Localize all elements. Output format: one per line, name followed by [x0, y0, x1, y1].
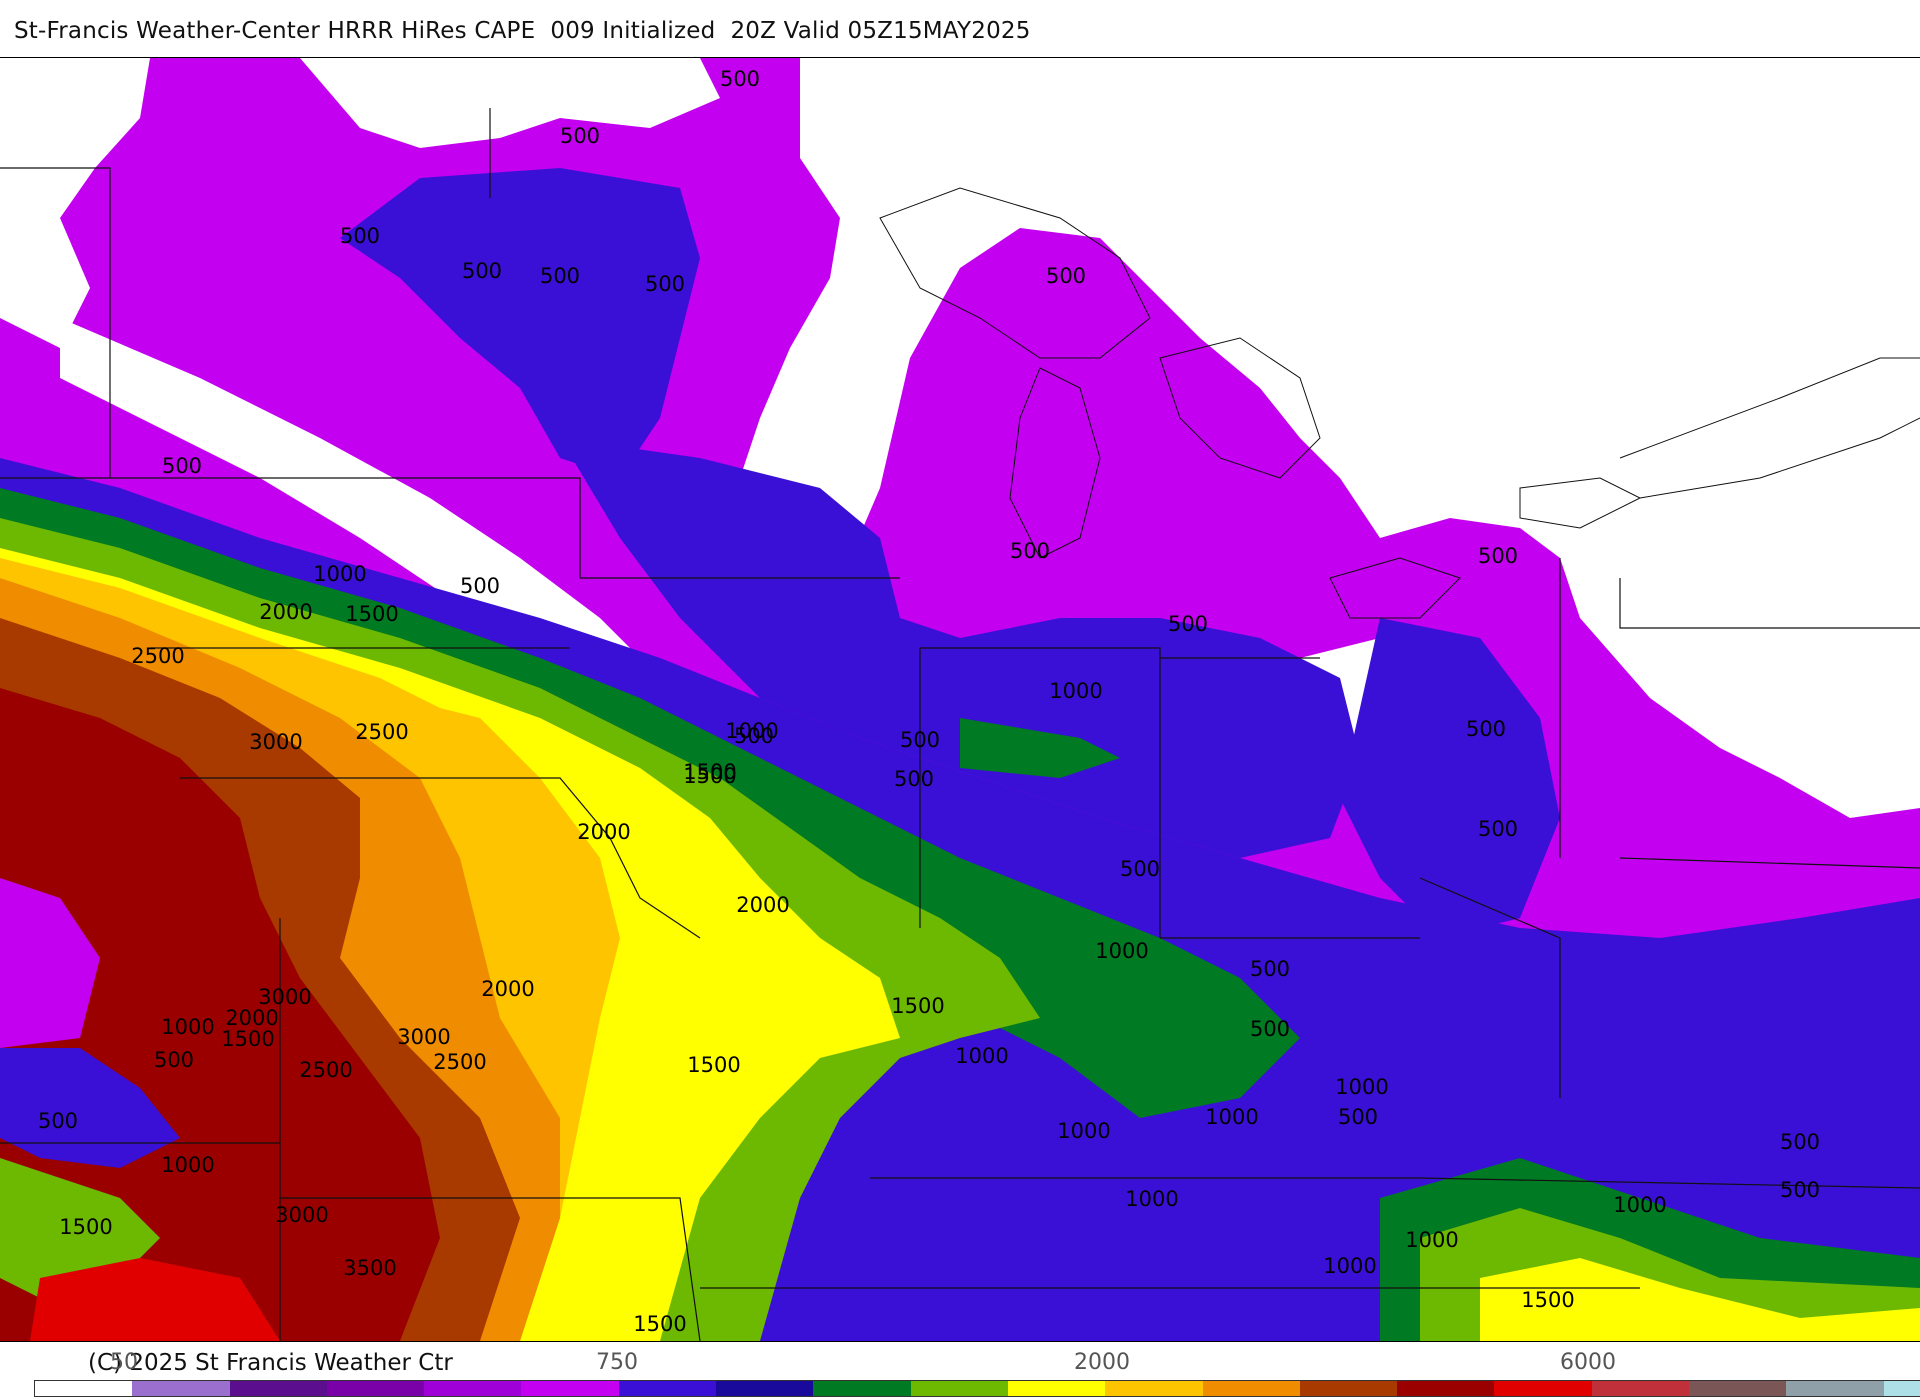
legend-swatch: [1299, 1381, 1398, 1396]
legend-tick-50: 50: [110, 1350, 138, 1375]
contour-label: 3000: [249, 730, 302, 754]
contour-label: 2500: [355, 720, 408, 744]
contour-label: 2000: [481, 977, 534, 1001]
contour-label: 1000: [955, 1044, 1008, 1068]
contour-label: 1000: [161, 1015, 214, 1039]
legend-swatch: [716, 1381, 814, 1396]
contour-label: 3000: [275, 1203, 328, 1227]
contour-label: 500: [162, 454, 202, 478]
legend-swatch: [424, 1381, 522, 1396]
contour-label: 500: [462, 259, 502, 283]
contour-label: 2000: [259, 600, 312, 624]
contour-label: 500: [154, 1048, 194, 1072]
contour-label: 500: [1120, 857, 1160, 881]
contour-label: 500: [894, 767, 934, 791]
contour-label: 1000: [1613, 1193, 1666, 1217]
contour-label: 500: [1780, 1130, 1820, 1154]
legend-swatch: [1786, 1381, 1884, 1396]
contour-label: 1500: [1521, 1288, 1574, 1312]
legend-swatch: [1689, 1381, 1787, 1396]
contour-label: 1000: [1205, 1105, 1258, 1129]
contour-label: 500: [720, 67, 760, 91]
contour-label: 1000: [1049, 679, 1102, 703]
contour-label: 1000: [1057, 1119, 1110, 1143]
cape-map: 500 500 500 500 500 500 500 500 1000 500 2000 1500 2…: [0, 57, 1920, 1342]
contour-label: 1500: [683, 764, 736, 788]
cape-4000-band: [0, 688, 440, 1341]
contour-label: 500: [340, 224, 380, 248]
legend-swatch: [132, 1381, 230, 1396]
contour-label: 1000: [161, 1153, 214, 1177]
contour-label: 1000: [1323, 1254, 1376, 1278]
map-title: St-Francis Weather-Center HRRR HiRes CAP…: [14, 18, 1031, 44]
legend-swatch: [326, 1381, 425, 1396]
legend-swatch: [35, 1381, 133, 1396]
contour-label: 500: [900, 728, 940, 752]
contour-label: 500: [1250, 1017, 1290, 1041]
contour-label: 2500: [131, 644, 184, 668]
contour-label: 2000: [577, 820, 630, 844]
contour-label: 1500: [633, 1312, 686, 1336]
contour-label: 2000: [225, 1006, 278, 1030]
contour-label: 1500: [345, 602, 398, 626]
contour-label: 2500: [299, 1058, 352, 1082]
copyright-text: (C) 2025 St Francis Weather Ctr: [88, 1350, 453, 1376]
contour-label: 3000: [397, 1025, 450, 1049]
contour-label: 1000: [1405, 1228, 1458, 1252]
legend-swatch: [910, 1381, 1008, 1396]
contour-label: 500: [560, 124, 600, 148]
contour-label: 1000: [1125, 1187, 1178, 1211]
political-borders: [0, 108, 1920, 1341]
legend-swatch: [1883, 1381, 1920, 1396]
contour-label: 1500: [891, 994, 944, 1018]
contour-label: 1500: [221, 1027, 274, 1051]
contour-label: 500: [1250, 957, 1290, 981]
contour-label: 500: [540, 264, 580, 288]
contour-label: 500: [1046, 264, 1086, 288]
legend-tick-6000: 6000: [1560, 1350, 1616, 1375]
contour-label: 500: [1466, 717, 1506, 741]
contour-label: 2500: [433, 1050, 486, 1074]
contour-label: 500: [645, 272, 685, 296]
contour-label: 500: [1168, 612, 1208, 636]
contour-label: 500: [734, 724, 774, 748]
legend-swatch: [1007, 1381, 1106, 1396]
legend-tick-2000: 2000: [1074, 1350, 1130, 1375]
contour-label: 500: [1338, 1105, 1378, 1129]
legend-swatch: [1397, 1381, 1495, 1396]
contour-label: 1000: [313, 562, 366, 586]
contour-label: 500: [1010, 539, 1050, 563]
legend-swatch: [229, 1381, 327, 1396]
contour-label: 1000: [1335, 1075, 1388, 1099]
contour-label: 500: [38, 1109, 78, 1133]
contour-label: 1500: [687, 1053, 740, 1077]
contour-label: 1000: [1095, 939, 1148, 963]
contour-label: 1000: [725, 719, 778, 743]
legend-swatch: [1591, 1381, 1690, 1396]
contour-label: 3500: [343, 1256, 396, 1280]
great-lakes-outlines: [879, 187, 1920, 619]
contour-label: 2000: [736, 893, 789, 917]
contour-label: 500: [460, 574, 500, 598]
legend-swatch: [1202, 1381, 1300, 1396]
contour-label: 500: [1478, 817, 1518, 841]
contour-label: 500: [1780, 1178, 1820, 1202]
contour-label: 1500: [59, 1215, 112, 1239]
legend-swatch: [521, 1381, 619, 1396]
legend-swatch: [1105, 1381, 1203, 1396]
contour-label: 3000: [258, 985, 311, 1009]
legend-tick-750: 750: [596, 1350, 638, 1375]
contour-label: 500: [1478, 544, 1518, 568]
contour-label: 1500: [683, 760, 736, 784]
legend-swatch: [1494, 1381, 1592, 1396]
legend-swatch: [813, 1381, 911, 1396]
color-legend-bar: [34, 1380, 1920, 1397]
legend-swatch: [618, 1381, 717, 1396]
